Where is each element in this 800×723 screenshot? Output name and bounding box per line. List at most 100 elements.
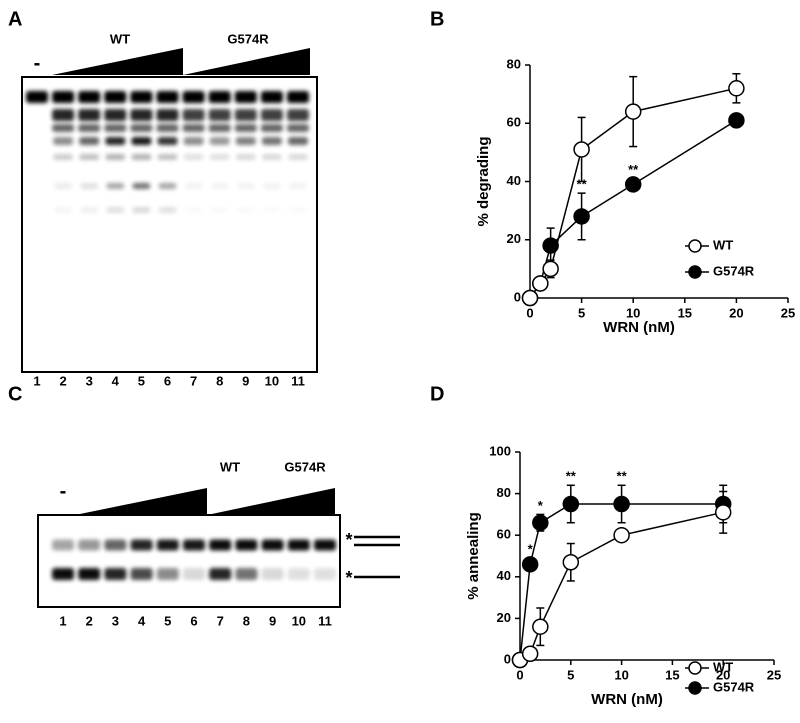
band <box>104 91 127 103</box>
significance: ** <box>577 177 588 192</box>
band <box>185 207 203 213</box>
band <box>78 539 101 551</box>
x-tick-label: 20 <box>729 305 743 320</box>
marker: * <box>345 568 352 588</box>
x-tick-label: 0 <box>516 667 523 682</box>
series-line <box>519 503 724 661</box>
lane-label: 2 <box>59 373 66 388</box>
y-axis-label: % annealing <box>465 512 482 600</box>
band <box>80 207 99 213</box>
lane-label: 6 <box>164 373 171 388</box>
band <box>288 154 308 160</box>
band <box>106 207 125 213</box>
band <box>80 183 99 189</box>
lane-label: 6 <box>190 613 197 628</box>
band <box>53 154 74 160</box>
lane-label: 10 <box>265 373 279 388</box>
y-tick-label: 40 <box>507 173 521 188</box>
point <box>728 112 745 129</box>
band <box>235 539 258 551</box>
lane-label: 3 <box>112 613 119 628</box>
panel-label: C <box>8 383 22 405</box>
band <box>54 183 73 189</box>
point <box>532 275 549 292</box>
band <box>131 154 152 160</box>
group-label: G574R <box>284 459 326 474</box>
band <box>78 124 101 132</box>
x-tick-label: 0 <box>526 305 533 320</box>
point <box>613 526 630 544</box>
significance: * <box>528 542 534 557</box>
lane-label: 2 <box>86 613 93 628</box>
band <box>158 207 177 213</box>
band <box>156 124 179 132</box>
band <box>26 91 48 103</box>
band <box>52 539 74 551</box>
point <box>542 260 559 278</box>
point <box>562 553 580 571</box>
band <box>261 154 282 160</box>
band <box>105 137 126 145</box>
band <box>52 109 75 121</box>
point <box>728 80 745 97</box>
significance: ** <box>628 162 639 177</box>
legend-marker <box>688 661 702 675</box>
band <box>184 183 203 189</box>
y-tick-label: 0 <box>504 651 511 666</box>
legend-marker <box>688 239 702 253</box>
band <box>260 109 283 121</box>
lane-label: 7 <box>190 373 197 388</box>
band <box>261 137 282 145</box>
y-tick-label: 60 <box>497 527 511 542</box>
significance: * <box>538 498 544 513</box>
panel-label: A <box>8 8 22 30</box>
wedge <box>183 48 310 75</box>
band <box>53 137 74 145</box>
gel-a: A - WT G574R 1 2 3 4 5 6 7 8 9 10 11 <box>8 8 318 388</box>
band <box>130 91 153 103</box>
band <box>314 539 336 551</box>
band <box>211 207 229 213</box>
band <box>52 568 74 580</box>
significance: ** <box>617 469 628 484</box>
group-label: WT <box>110 31 130 46</box>
lane-label: 11 <box>291 373 305 388</box>
band <box>183 539 205 551</box>
y-tick-label: 80 <box>507 56 521 71</box>
band <box>183 568 205 580</box>
band <box>131 137 152 145</box>
wedge <box>207 488 335 515</box>
minus-label: - <box>34 52 41 74</box>
x-tick-label: 10 <box>626 305 640 320</box>
band <box>156 539 179 551</box>
band <box>289 207 307 213</box>
legend-marker <box>688 681 702 695</box>
band <box>209 137 230 145</box>
gel-box <box>21 76 318 373</box>
band <box>183 137 204 145</box>
panel-label: D <box>430 383 444 405</box>
y-tick-label: 0 <box>514 289 521 304</box>
x-tick-label: 15 <box>665 667 679 682</box>
legend-marker <box>688 265 702 279</box>
band <box>79 154 100 160</box>
band <box>234 91 257 103</box>
y-tick-label: 40 <box>497 568 511 583</box>
y-tick-label: 100 <box>489 443 511 458</box>
legend-label: G574R <box>713 679 755 694</box>
band <box>130 539 153 551</box>
band <box>156 109 179 121</box>
x-axis-label: WRN (nM) <box>603 319 675 336</box>
band <box>78 91 101 103</box>
legend-label: G574R <box>713 263 755 278</box>
band <box>104 568 127 580</box>
lane-label: 5 <box>138 373 145 388</box>
lane-label: 10 <box>292 613 306 628</box>
x-tick-label: 5 <box>567 667 574 682</box>
band <box>287 539 310 551</box>
band <box>209 568 232 580</box>
y-tick-label: 60 <box>507 115 521 130</box>
x-tick-label: 20 <box>716 667 730 682</box>
x-tick-label: 25 <box>781 305 795 320</box>
